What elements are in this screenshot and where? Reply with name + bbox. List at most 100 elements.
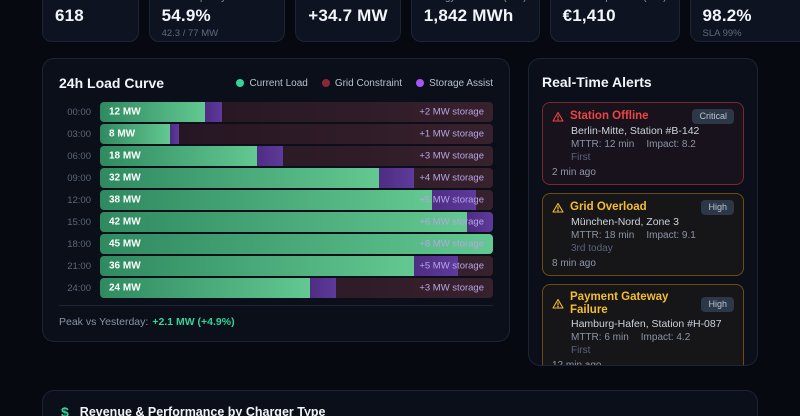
alert-occurrence: First <box>571 152 591 163</box>
load-panel-header: 24h Load Curve Current Load Grid Constra… <box>59 73 493 93</box>
load-curve-row: 06:00 18 MW +3 MW storage <box>59 146 493 166</box>
kpi-label: Peak Capacity Utilization <box>162 0 273 3</box>
load-panel-title: 24h Load Curve <box>59 75 165 91</box>
alert-location: Berlin-Mitte, Station #B-142 <box>571 125 700 137</box>
load-panel-footer: Peak vs Yesterday: +2.1 MW (+4.9%) <box>59 305 493 328</box>
kpi-card: Peak Capacity Utilization 54.9% 42.3 / 7… <box>148 0 286 42</box>
chart-legend: Current Load Grid Constraint Storage Ass… <box>236 78 493 89</box>
storage-assist-segment <box>309 278 336 298</box>
alert-metrics: MTTR: 6 min Impact: 4.2 <box>571 333 734 343</box>
storage-assist-segment <box>379 168 415 188</box>
current-load-segment <box>100 234 493 254</box>
load-curve-row: 00:00 12 MW +2 MW storage <box>59 102 493 122</box>
load-curve-panel: 24h Load Curve Current Load Grid Constra… <box>42 58 510 342</box>
kpi-card: Energy Delivered (24h) 1,842 MWh <box>410 0 540 42</box>
time-label: 03:00 <box>67 128 91 140</box>
kpi-value: 54.9% <box>161 6 211 25</box>
load-curve-row: 24:00 24 MW +3 MW storage <box>59 278 493 298</box>
storage-assist-segment <box>414 256 459 276</box>
kpi-card: Grid Headroom +34.7 MW <box>295 0 401 42</box>
revenue-performance-panel: $ Revenue & Performance by Charger Type <box>42 390 758 416</box>
alert-card[interactable]: Station Offline Critical Berlin-Mitte, S… <box>542 102 744 185</box>
storage-assist-segment <box>431 190 476 210</box>
alert-occurrence: First <box>571 345 591 356</box>
current-load-segment <box>100 146 258 166</box>
severity-badge: High <box>701 200 734 215</box>
storage-value-label: +8 MW storage <box>419 238 484 250</box>
storage-assist-segment <box>466 212 493 232</box>
storage-value-label: +1 MW storage <box>419 128 484 140</box>
legend-dot-icon <box>321 79 330 87</box>
alert-impact: Impact: 8.2 <box>646 139 696 150</box>
load-curve-row: 09:00 32 MW +4 MW storage <box>59 168 493 188</box>
alert-title: Grid Overload <box>570 201 647 213</box>
time-label: 06:00 <box>67 150 91 162</box>
kpi-sublabel: SLA 99% <box>702 28 742 39</box>
load-value-label: 38 MW <box>109 194 141 206</box>
storage-value-label: +5 MW storage <box>419 194 484 206</box>
load-bar-track: 12 MW +2 MW storage <box>100 102 493 122</box>
alert-header: Payment Gateway Failure High <box>552 291 734 317</box>
alert-header: Grid Overload High <box>552 200 734 215</box>
warning-triangle-icon <box>552 298 564 310</box>
load-curve-row: 21:00 36 MW +5 MW storage <box>59 256 493 276</box>
legend-label: Current Load <box>249 77 308 89</box>
alert-header: Station Offline Critical <box>552 109 734 124</box>
kpi-sublabel: 42.3 / 77 MW <box>161 28 219 39</box>
time-label: 12:00 <box>67 194 91 206</box>
load-curve-row: 15:00 42 MW +6 MW storage <box>59 212 493 232</box>
realtime-alerts-panel: Real-Time Alerts Station Offline Critica… <box>528 58 758 366</box>
legend-item[interactable]: Grid Constraint <box>321 77 403 89</box>
time-label: 18:00 <box>67 238 91 250</box>
current-load-segment <box>100 102 205 122</box>
legend-item[interactable]: Storage Assist <box>416 78 493 89</box>
alert-timestamp: 2 min ago <box>552 167 596 178</box>
load-bar-track: 24 MW +3 MW storage <box>100 278 493 298</box>
time-label: 24:00 <box>67 282 91 294</box>
alert-location: München-Nord, Zone 3 <box>571 216 679 228</box>
load-bar-track: 8 MW +1 MW storage <box>100 124 493 144</box>
load-value-label: 12 MW <box>109 106 141 118</box>
storage-assist-segment <box>169 124 179 144</box>
time-label: 00:00 <box>67 106 91 118</box>
legend-item[interactable]: Current Load <box>236 77 308 89</box>
footer-delta-value: +2.1 MW (+4.9%) <box>152 316 235 328</box>
alert-mttr: MTTR: 18 min <box>571 230 635 241</box>
storage-assist-segment <box>204 102 223 122</box>
alert-metrics: MTTR: 18 min Impact: 9.1 <box>571 231 734 241</box>
alert-card[interactable]: Grid Overload High München-Nord, Zone 3 … <box>542 193 744 276</box>
legend-dot-icon <box>236 79 245 87</box>
load-bar-track: 45 MW +8 MW storage <box>100 234 493 254</box>
storage-value-label: +5 MW storage <box>419 260 484 272</box>
alert-timestamp: 12 min ago <box>552 360 602 366</box>
alert-impact: Impact: 4.2 <box>640 332 691 343</box>
severity-badge: Critical <box>692 109 734 124</box>
load-value-label: 36 MW <box>109 260 141 272</box>
alert-mttr: MTTR: 12 min <box>571 139 635 150</box>
kpi-value: 1,842 MWh <box>423 6 514 25</box>
current-load-segment <box>100 190 432 210</box>
load-curve-rows: 00:00 12 MW +2 MW storage 03:00 8 MW +1 … <box>59 102 493 298</box>
storage-value-label: +2 MW storage <box>419 106 484 118</box>
load-bar-track: 42 MW +6 MW storage <box>100 212 493 232</box>
kpi-summary-row: Active Sessions 618 Peak Capacity Utiliz… <box>42 0 800 42</box>
storage-value-label: +3 MW storage <box>419 282 484 294</box>
alert-location: Hamburg-Hafen, Station #H-087 <box>571 318 722 330</box>
storage-value-label: +4 MW storage <box>419 172 484 184</box>
load-value-label: 18 MW <box>109 150 141 162</box>
alert-card[interactable]: Payment Gateway Failure High Hamburg-Haf… <box>542 284 744 366</box>
alert-title: Payment Gateway Failure <box>570 291 669 316</box>
load-value-label: 24 MW <box>109 282 141 294</box>
load-value-label: 45 MW <box>109 238 141 250</box>
dollar-icon: $ <box>61 404 69 416</box>
storage-assist-segment <box>257 146 284 166</box>
kpi-label: Active Sessions <box>55 0 126 3</box>
legend-label: Storage Assist <box>429 77 493 89</box>
current-load-segment <box>100 256 415 276</box>
kpi-value: €1,410 <box>562 6 616 25</box>
legend-dot-icon <box>416 79 425 87</box>
load-curve-row: 12:00 38 MW +5 MW storage <box>59 190 493 210</box>
alert-mttr: MTTR: 6 min <box>571 332 629 343</box>
legend-label: Grid Constraint <box>334 77 403 89</box>
load-bar-track: 32 MW +4 MW storage <box>100 168 493 188</box>
